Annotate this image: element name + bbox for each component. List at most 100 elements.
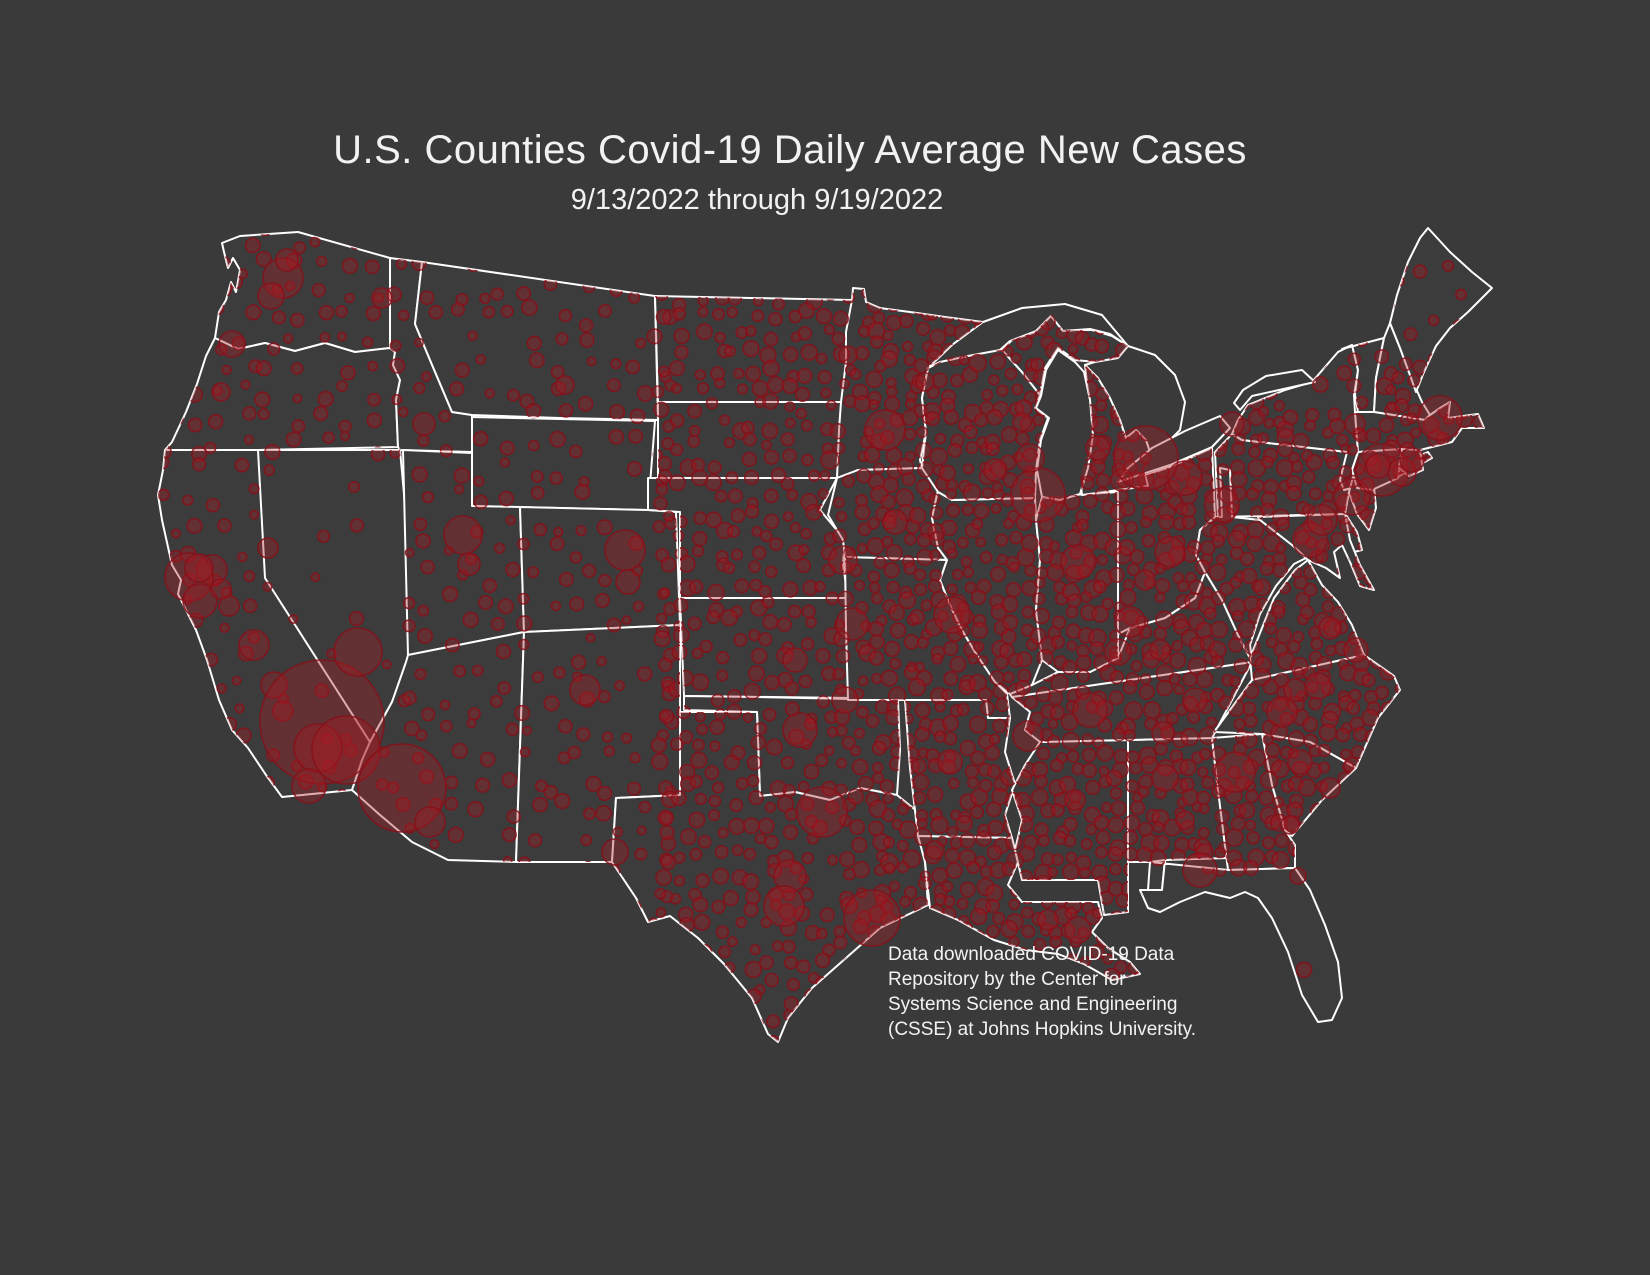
county-bubble (276, 914, 287, 926)
county-bubble (1484, 228, 1492, 235)
county-bubble (451, 742, 468, 760)
county-bubble (804, 988, 820, 1004)
county-bubble (1421, 514, 1439, 532)
county-bubble (1466, 330, 1481, 345)
county-bubble (158, 277, 168, 291)
county-bubble (984, 745, 1000, 761)
county-bubble (957, 536, 969, 549)
county-bubble (1230, 470, 1248, 488)
county-bubble (1398, 547, 1417, 566)
county-bubble (903, 885, 918, 900)
county-bubble (990, 503, 1002, 514)
county-bubble (413, 381, 426, 395)
county-bubble (962, 463, 975, 475)
county-bubble (1422, 694, 1439, 711)
county-bubble (800, 492, 818, 511)
metro-bubble-providence (1399, 447, 1425, 473)
county-bubble (798, 544, 810, 556)
county-bubble (171, 528, 182, 539)
county-bubble (821, 666, 837, 682)
county-bubble (1491, 430, 1492, 443)
county-bubble (813, 580, 826, 593)
county-bubble (165, 733, 176, 744)
county-bubble (1302, 851, 1315, 864)
county-bubble (1419, 790, 1436, 807)
county-bubble (1169, 652, 1186, 669)
metro-bubble-hartford (1365, 453, 1391, 479)
county-bubble (780, 476, 795, 491)
county-bubble (914, 726, 930, 742)
county-bubble (712, 867, 730, 885)
county-bubble (743, 682, 761, 701)
county-bubble (1182, 671, 1198, 687)
county-bubble (1008, 898, 1020, 910)
county-bubble (699, 639, 713, 654)
county-bubble (1022, 295, 1034, 307)
county-bubble (217, 518, 232, 533)
county-bubble (965, 441, 979, 455)
county-bubble (772, 297, 786, 311)
county-bubble (970, 750, 986, 766)
county-bubble (1479, 665, 1492, 681)
county-bubble (705, 511, 722, 529)
county-bubble (1391, 656, 1405, 669)
county-bubble (872, 771, 884, 784)
county-bubble (763, 449, 780, 465)
county-bubble (815, 927, 828, 940)
county-bubble (1158, 514, 1175, 531)
county-bubble (880, 350, 898, 368)
county-bubble (655, 907, 667, 919)
county-bubble (957, 308, 974, 325)
county-bubble (574, 483, 591, 500)
county-bubble (1314, 820, 1331, 836)
county-bubble (1363, 893, 1380, 911)
county-bubble (849, 819, 866, 835)
county-bubble (1015, 679, 1031, 696)
county-bubble (1423, 865, 1436, 879)
county-bubble (655, 308, 672, 325)
metro-bubble-savannah (1280, 815, 1300, 835)
county-bubble (857, 775, 874, 792)
county-bubble (940, 519, 958, 537)
county-bubble (706, 610, 721, 625)
county-bubble (1032, 592, 1046, 606)
county-bubble (801, 604, 816, 619)
county-bubble (659, 811, 673, 825)
county-bubble (916, 636, 930, 649)
county-bubble (1244, 714, 1258, 728)
county-bubble (1246, 830, 1260, 845)
county-bubble (625, 359, 641, 375)
county-bubble (1410, 838, 1430, 857)
county-bubble (1412, 591, 1424, 603)
county-bubble (412, 752, 425, 765)
county-bubble (1361, 673, 1376, 688)
county-bubble (1404, 577, 1423, 597)
county-bubble (1318, 761, 1330, 774)
county-bubble (415, 729, 428, 741)
county-bubble (752, 545, 767, 560)
county-bubble (992, 911, 1006, 925)
county-bubble (817, 370, 832, 385)
county-bubble (852, 860, 870, 879)
metro-bubble-washington-dc (1292, 522, 1328, 558)
county-bubble (271, 310, 286, 325)
county-bubble (1459, 567, 1473, 581)
county-bubble (901, 472, 916, 487)
county-bubble (1197, 766, 1209, 778)
county-bubble (527, 439, 540, 452)
county-bubble (1423, 1023, 1441, 1041)
county-bubble (158, 882, 167, 893)
county-bubble (532, 259, 546, 273)
county-bubble (1245, 365, 1261, 380)
county-bubble (378, 234, 389, 245)
county-bubble (1309, 487, 1322, 501)
county-bubble (1320, 312, 1333, 324)
county-bubble (716, 557, 731, 572)
county-bubble (598, 573, 612, 588)
county-bubble (1182, 545, 1199, 563)
county-bubble (1376, 825, 1391, 840)
county-bubble (672, 530, 685, 542)
county-bubble (601, 731, 614, 743)
county-bubble (1196, 358, 1210, 372)
county-bubble (745, 988, 762, 1005)
